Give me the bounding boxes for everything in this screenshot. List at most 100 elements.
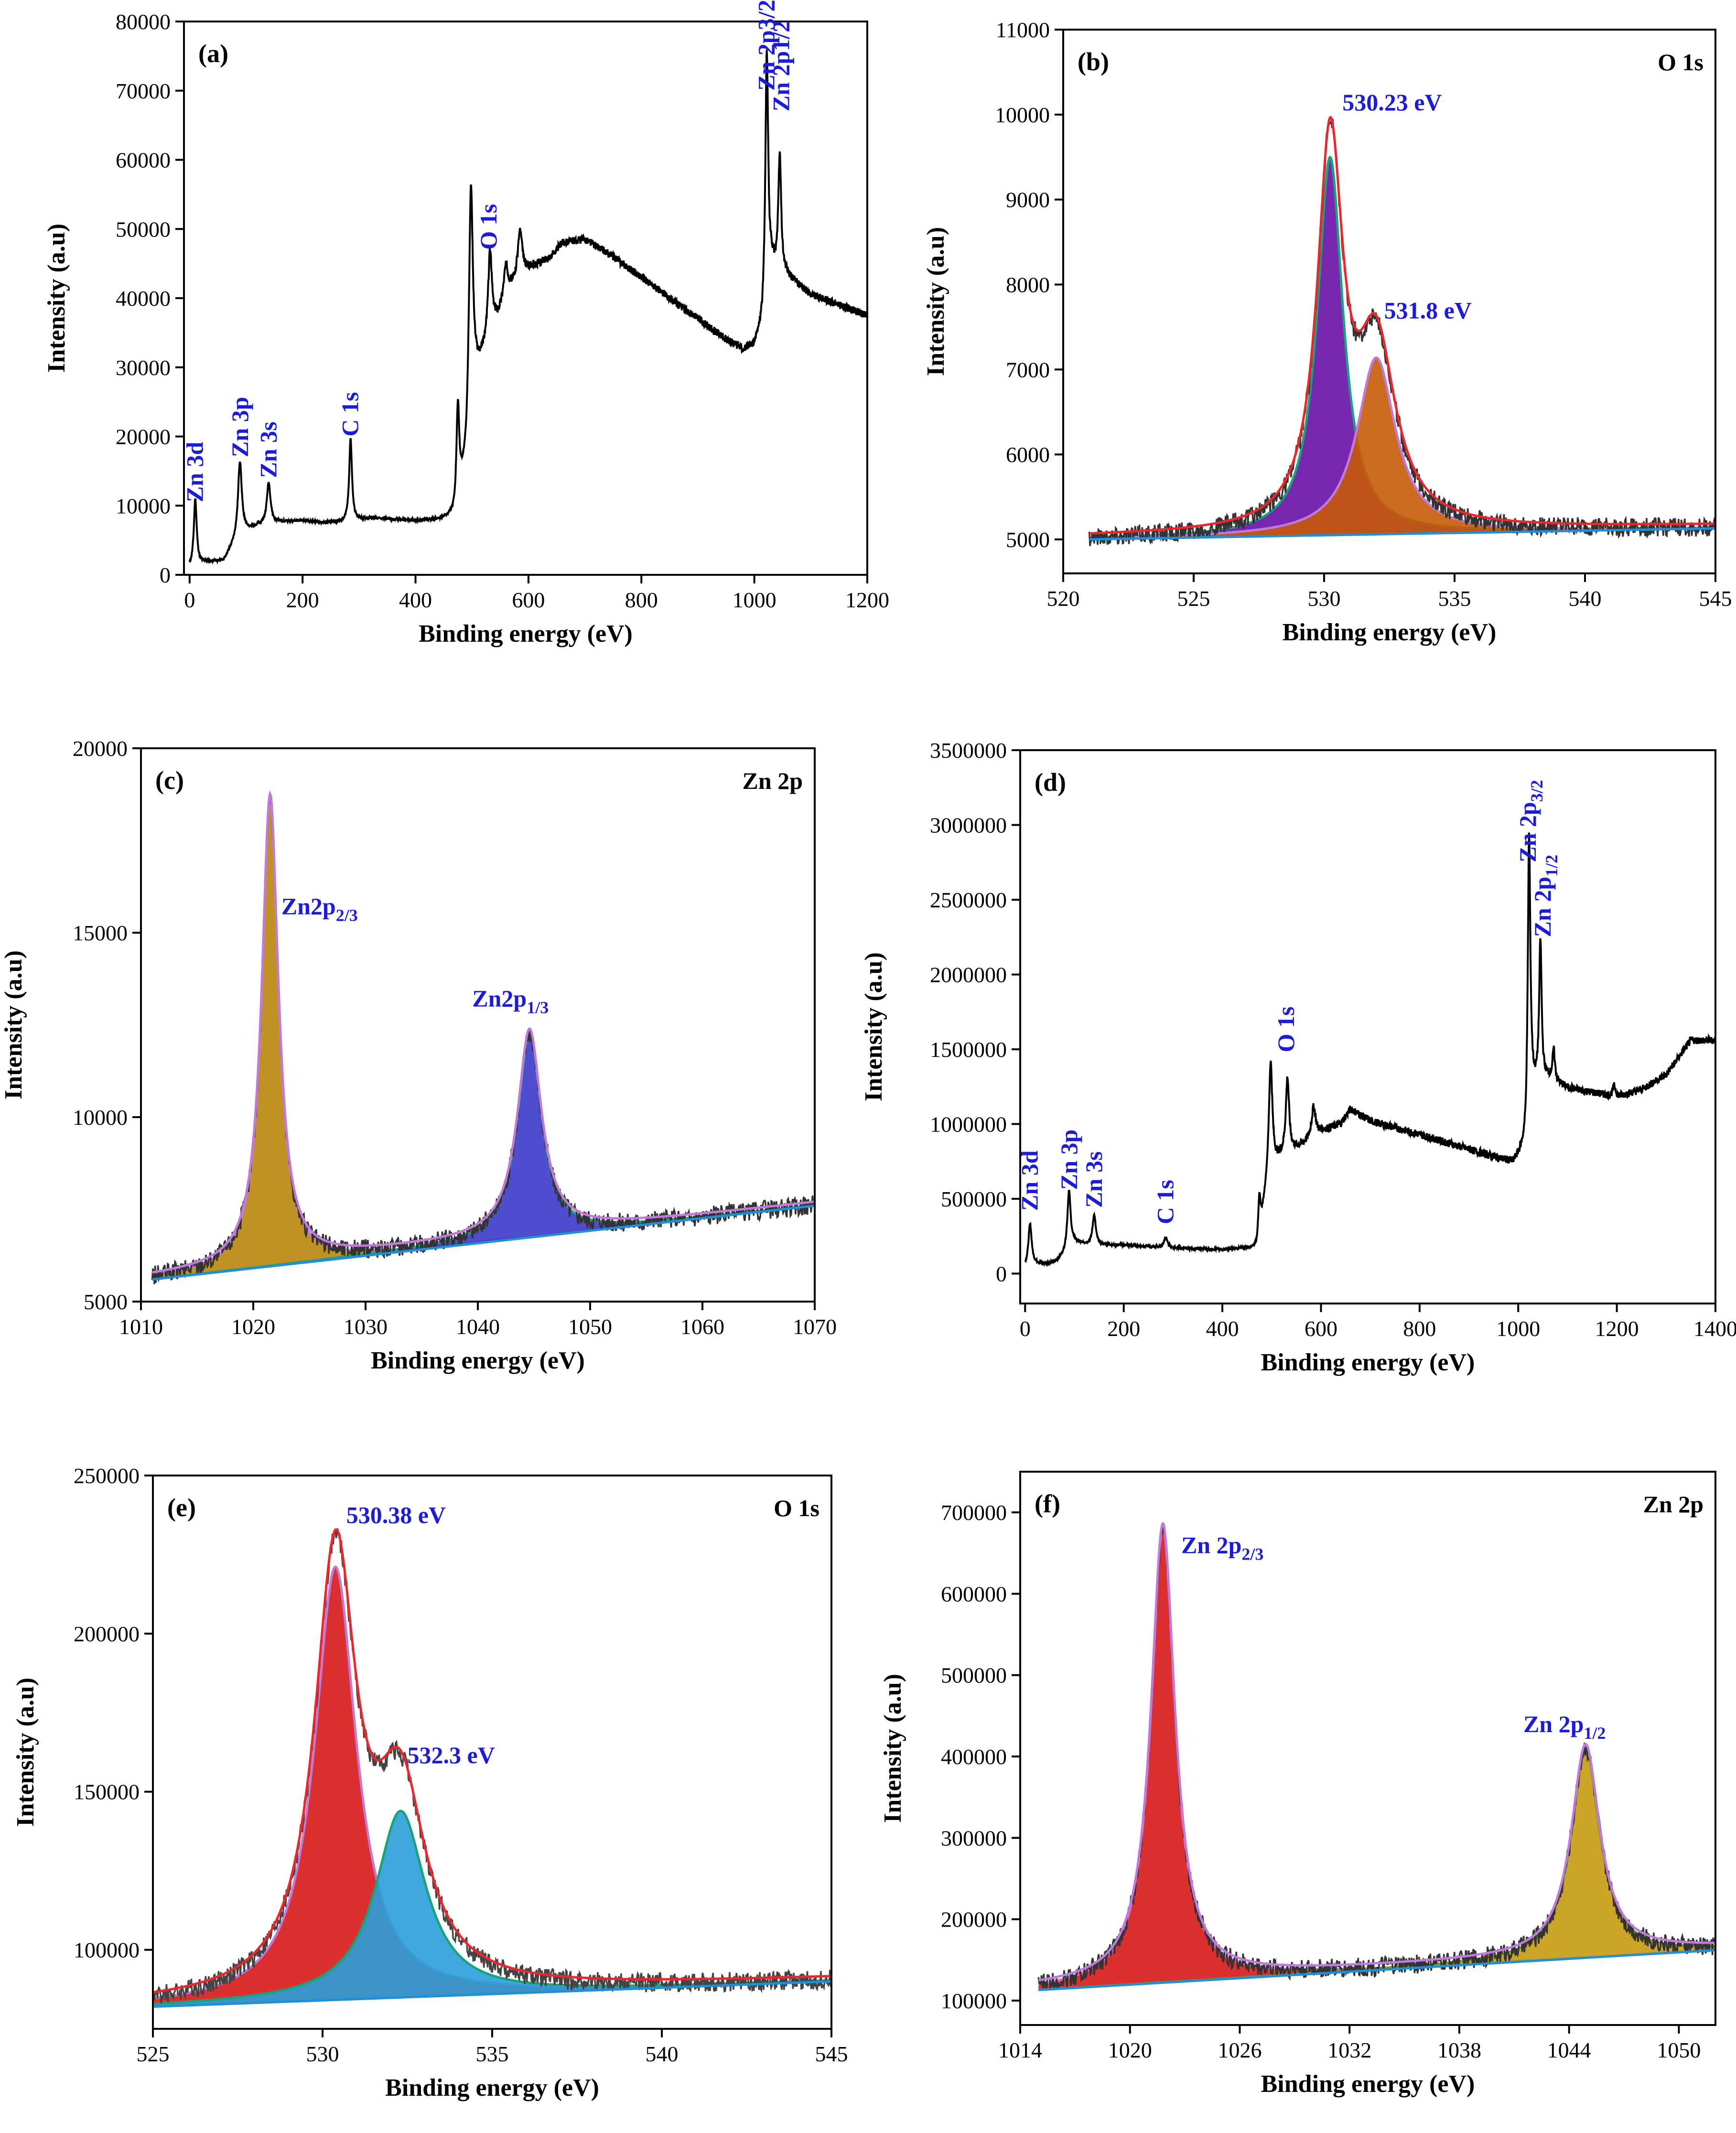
y-tick-label: 1500000 bbox=[930, 1037, 1007, 1062]
x-tick-label: 535 bbox=[476, 2042, 509, 2066]
y-tick-label: 30000 bbox=[116, 356, 171, 380]
peak-annotation: Zn 2p3/2 bbox=[753, 0, 780, 91]
envelope-line bbox=[1089, 116, 1715, 535]
x-tick-label: 520 bbox=[1047, 586, 1080, 611]
x-tick-label: 800 bbox=[1403, 1316, 1436, 1341]
x-axis-label: Binding energy (eV) bbox=[1283, 619, 1497, 646]
peak-annotation: Zn 2p1/2 bbox=[1529, 855, 1561, 937]
x-tick-label: 1014 bbox=[998, 2038, 1042, 2062]
component-fill-1 bbox=[152, 1033, 815, 1280]
y-tick-label: 10000 bbox=[116, 494, 171, 518]
y-axis-label: Intensity (a.u) bbox=[879, 1674, 906, 1823]
x-tick-label: 1200 bbox=[1595, 1316, 1639, 1341]
panel-label: (c) bbox=[155, 766, 184, 795]
peak-annotation: Zn 2p3/2 bbox=[1514, 780, 1546, 862]
peak-annotation: Zn 2p1/2 bbox=[1523, 1711, 1606, 1743]
baseline-line bbox=[1089, 527, 1715, 541]
panel-label: (d) bbox=[1035, 768, 1066, 797]
component-fill-1 bbox=[1089, 357, 1715, 539]
plot-area bbox=[188, 49, 867, 565]
plot-area bbox=[153, 1528, 831, 2008]
chart-panel-e: 525 530 535 540 545 100000 150000 200000 250000 B… bbox=[12, 1464, 848, 2101]
panel-label: (e) bbox=[167, 1493, 196, 1522]
y-tick-label: 100000 bbox=[74, 1938, 140, 1962]
y-tick-label: 6000 bbox=[1006, 442, 1050, 467]
x-tick-label: 540 bbox=[646, 2042, 679, 2066]
envelope-line bbox=[153, 1528, 831, 1994]
plot-frame bbox=[1019, 749, 1716, 1304]
peak-annotation: O 1s bbox=[1272, 1006, 1299, 1052]
plot-frame bbox=[1019, 1471, 1716, 2026]
x-axis-label: Binding energy (eV) bbox=[1261, 2070, 1475, 2098]
chart-panel-b: 520 525 530 535 540 545 5000 6000 7000 8000 9000 10… bbox=[922, 18, 1732, 646]
x-tick-label: 1200 bbox=[845, 588, 889, 612]
y-axis-label: Intensity (a.u) bbox=[922, 227, 949, 376]
x-tick-label: 525 bbox=[137, 2042, 170, 2066]
x-axis-label: Binding energy (eV) bbox=[371, 1347, 585, 1374]
y-tick-label: 15000 bbox=[73, 921, 128, 945]
baseline-line bbox=[1038, 1949, 1715, 1992]
x-tick-label: 1020 bbox=[231, 1314, 275, 1339]
plot-area bbox=[1088, 116, 1715, 547]
y-axis-label: Intensity (a.u) bbox=[12, 1678, 39, 1827]
y-axis-label: Intensity (a.u) bbox=[43, 224, 70, 373]
peak-annotation: O 1s bbox=[475, 204, 502, 250]
x-tick-label: 545 bbox=[815, 2042, 848, 2066]
component-fill-0 bbox=[1038, 1527, 1715, 1990]
plot-frame bbox=[1062, 29, 1716, 574]
y-tick-label: 5000 bbox=[84, 1290, 128, 1314]
x-tick-label: 1050 bbox=[1657, 2038, 1701, 2062]
y-tick-label: 3000000 bbox=[930, 813, 1007, 837]
plot-area bbox=[1024, 832, 1715, 1267]
y-tick-label: 9000 bbox=[1006, 188, 1050, 212]
x-tick-label: 200 bbox=[286, 588, 319, 612]
x-tick-label: 1020 bbox=[1108, 2038, 1152, 2062]
peak-annotation: Zn2p2/3 bbox=[281, 893, 358, 925]
y-tick-label: 70000 bbox=[116, 79, 171, 103]
y-tick-label: 0 bbox=[160, 563, 171, 587]
y-tick-label: 40000 bbox=[116, 286, 171, 311]
x-tick-label: 600 bbox=[512, 588, 545, 612]
panel-label: (a) bbox=[198, 39, 228, 68]
y-tick-label: 7000 bbox=[1006, 357, 1050, 382]
x-axis-label: Binding energy (eV) bbox=[385, 2074, 599, 2101]
y-tick-label: 2500000 bbox=[930, 888, 1007, 912]
y-tick-label: 300000 bbox=[941, 1826, 1007, 1850]
x-tick-label: 1030 bbox=[344, 1314, 388, 1339]
peak-annotation: Zn 2p1/2 bbox=[767, 21, 794, 111]
x-tick-label: 1026 bbox=[1218, 2038, 1262, 2062]
peak-annotation: Zn 2p2/3 bbox=[1181, 1531, 1263, 1563]
x-tick-label: 400 bbox=[1206, 1316, 1239, 1341]
peak-annotation: Zn 3s bbox=[255, 421, 281, 478]
y-tick-label: 8000 bbox=[1006, 272, 1050, 297]
y-tick-label: 11000 bbox=[996, 18, 1050, 42]
panel-title: Zn 2p bbox=[743, 767, 803, 794]
y-tick-label: 20000 bbox=[116, 425, 171, 449]
x-tick-label: 545 bbox=[1699, 586, 1732, 611]
y-tick-label: 400000 bbox=[941, 1745, 1007, 1769]
y-tick-label: 150000 bbox=[74, 1780, 140, 1804]
x-tick-label: 600 bbox=[1305, 1316, 1337, 1341]
component-fill-0 bbox=[153, 1566, 831, 2007]
chart-panel-c: 1010 1020 1030 1040 1050 1060 1070 5000 10000 150… bbox=[0, 736, 837, 1374]
panel-title: Zn 2p bbox=[1643, 1491, 1704, 1518]
y-tick-label: 100000 bbox=[941, 1989, 1007, 2013]
envelope-line bbox=[1038, 1522, 1715, 1982]
y-tick-label: 2000000 bbox=[930, 962, 1007, 987]
y-tick-label: 60000 bbox=[116, 148, 171, 172]
panel-label: (b) bbox=[1078, 47, 1109, 76]
chart-panel-d: 0 200 400 600 800 1000 1200 1400 0 500000 1000000 1… bbox=[860, 738, 1736, 1376]
peak-annotation: 531.8 eV bbox=[1384, 297, 1472, 324]
y-tick-label: 80000 bbox=[116, 10, 171, 34]
x-tick-label: 1038 bbox=[1437, 2038, 1481, 2062]
y-tick-label: 700000 bbox=[941, 1500, 1007, 1525]
y-tick-label: 500000 bbox=[941, 1187, 1007, 1211]
x-tick-label: 1044 bbox=[1547, 2038, 1591, 2062]
x-tick-label: 530 bbox=[1308, 586, 1341, 611]
x-tick-label: 1010 bbox=[119, 1314, 163, 1339]
x-tick-label: 1050 bbox=[568, 1314, 612, 1339]
peak-annotation: 532.3 eV bbox=[408, 1742, 495, 1768]
series-line-0 bbox=[1024, 832, 1715, 1267]
plot-area bbox=[1037, 1522, 1715, 1992]
